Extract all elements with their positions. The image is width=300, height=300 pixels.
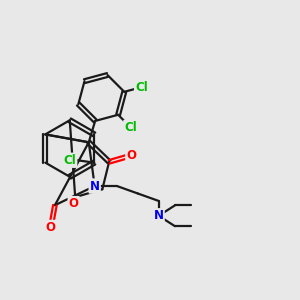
Text: O: O [69, 197, 79, 210]
Text: O: O [46, 221, 56, 234]
Text: N: N [90, 180, 100, 193]
Text: Cl: Cl [124, 121, 137, 134]
Text: Cl: Cl [64, 154, 76, 167]
Text: N: N [154, 209, 164, 222]
Text: Cl: Cl [135, 81, 148, 94]
Text: O: O [126, 149, 136, 162]
